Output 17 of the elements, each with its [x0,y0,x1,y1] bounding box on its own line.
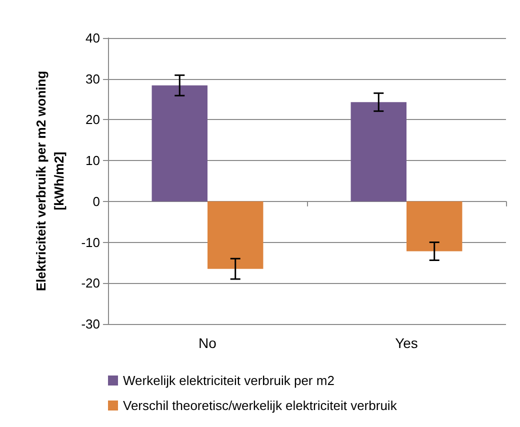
legend-label: Verschil theoretisc/werkelijk elektriciteit verbruik [123,398,398,413]
bar [406,201,462,252]
bar [208,201,264,269]
y-tick-label: 40 [86,30,100,46]
y-tick-label: -20 [81,276,100,291]
y-tick-label: -30 [81,316,100,332]
y-tick-label: 10 [86,153,100,168]
y-tick-label: 20 [86,112,100,128]
y-tick-label: 30 [86,71,100,86]
x-tick-label: No [198,335,217,351]
bar [152,85,208,202]
legend-label: Werkelijk elektriciteit verbruik per m2 [123,373,334,388]
y-tick-label: -10 [81,234,100,250]
y-tick-label: 0 [92,194,100,209]
bar [350,102,406,202]
x-tick-label: Yes [395,335,418,351]
y-axis-title: Elektriciteit verbruik per m2 woning [kWh/m2] [34,70,66,292]
